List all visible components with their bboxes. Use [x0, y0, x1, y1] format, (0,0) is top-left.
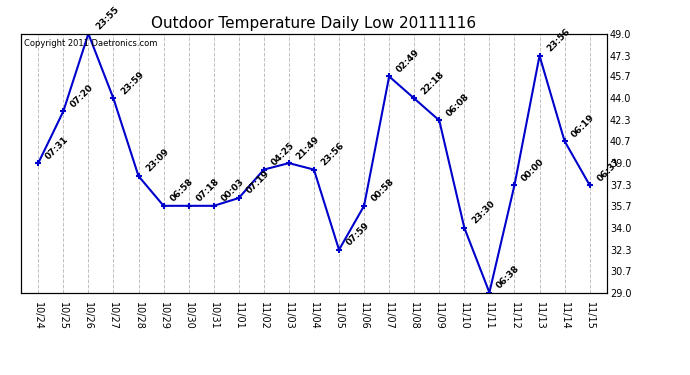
Text: 00:00: 00:00: [520, 157, 546, 183]
Text: 06:19: 06:19: [570, 112, 597, 139]
Text: 06:38: 06:38: [495, 264, 522, 290]
Title: Outdoor Temperature Daily Low 20111116: Outdoor Temperature Daily Low 20111116: [151, 16, 477, 31]
Text: Copyright 2011 Daetronics.com: Copyright 2011 Daetronics.com: [23, 39, 157, 48]
Text: 23:55: 23:55: [94, 5, 121, 32]
Text: 06:08: 06:08: [445, 92, 471, 118]
Text: 23:56: 23:56: [319, 141, 346, 167]
Text: 00:03: 00:03: [219, 177, 246, 204]
Text: 02:49: 02:49: [395, 48, 422, 74]
Text: 21:49: 21:49: [295, 134, 322, 161]
Text: 23:56: 23:56: [545, 27, 572, 54]
Text: 23:30: 23:30: [470, 199, 496, 226]
Text: 22:18: 22:18: [420, 70, 446, 96]
Text: 06:58: 06:58: [169, 177, 196, 204]
Text: 07:59: 07:59: [344, 221, 371, 248]
Text: 07:19: 07:19: [244, 169, 271, 196]
Text: 07:31: 07:31: [43, 134, 70, 161]
Text: 07:20: 07:20: [69, 83, 95, 109]
Text: 00:58: 00:58: [370, 177, 396, 204]
Text: 23:59: 23:59: [119, 70, 146, 96]
Text: 07:18: 07:18: [194, 177, 221, 204]
Text: 06:37: 06:37: [595, 156, 622, 183]
Text: 04:25: 04:25: [269, 141, 296, 167]
Text: 23:09: 23:09: [144, 147, 170, 174]
